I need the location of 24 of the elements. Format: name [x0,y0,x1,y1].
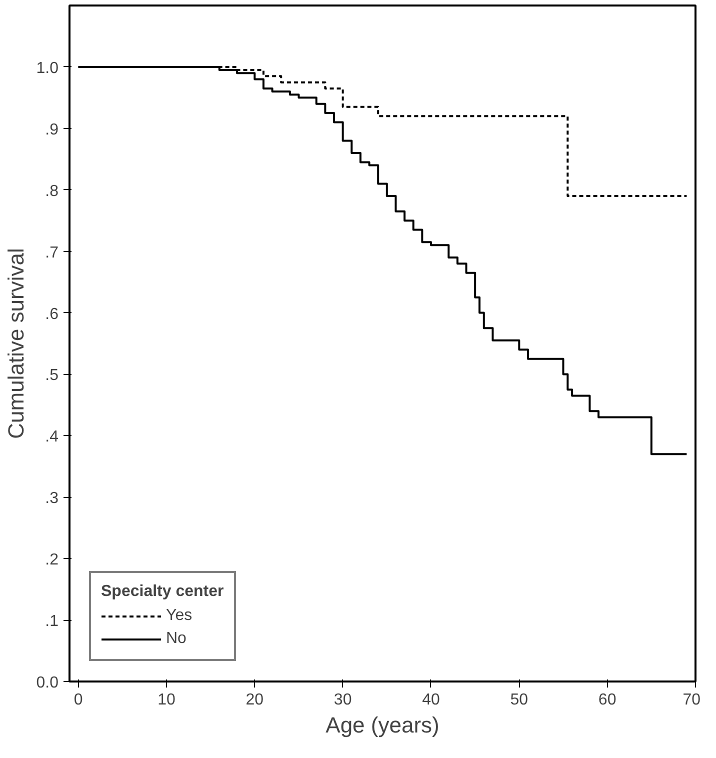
y-tick-label: .9 [45,121,59,138]
x-tick-label: 60 [598,692,616,708]
x-tick-label: 0 [74,692,83,708]
legend-label: No [166,630,186,648]
x-tick-label: 30 [334,692,352,708]
x-axis-title: Age (years) [326,712,440,738]
legend-title: Specialty center [101,583,224,601]
y-tick-label: 1.0 [36,60,59,77]
x-tick-label: 10 [158,692,176,708]
y-tick-label: .2 [45,552,59,569]
x-tick-label: 70 [682,692,701,708]
y-tick-label: .6 [45,306,59,323]
y-tick-label: 0.0 [36,674,59,692]
y-axis-title: Cumulative survival [3,248,28,439]
y-tick-label: .1 [45,613,59,630]
x-tick-label: 50 [510,692,528,708]
y-tick-label: .8 [45,182,59,200]
legend-label: Yes [166,607,192,625]
y-tick-label: .5 [45,367,59,384]
y-tick-label: .3 [45,490,59,508]
y-tick-label: .4 [45,428,59,446]
x-tick-label: 20 [246,692,264,708]
y-tick-label: .7 [45,244,59,262]
x-tick-label: 40 [422,692,440,708]
